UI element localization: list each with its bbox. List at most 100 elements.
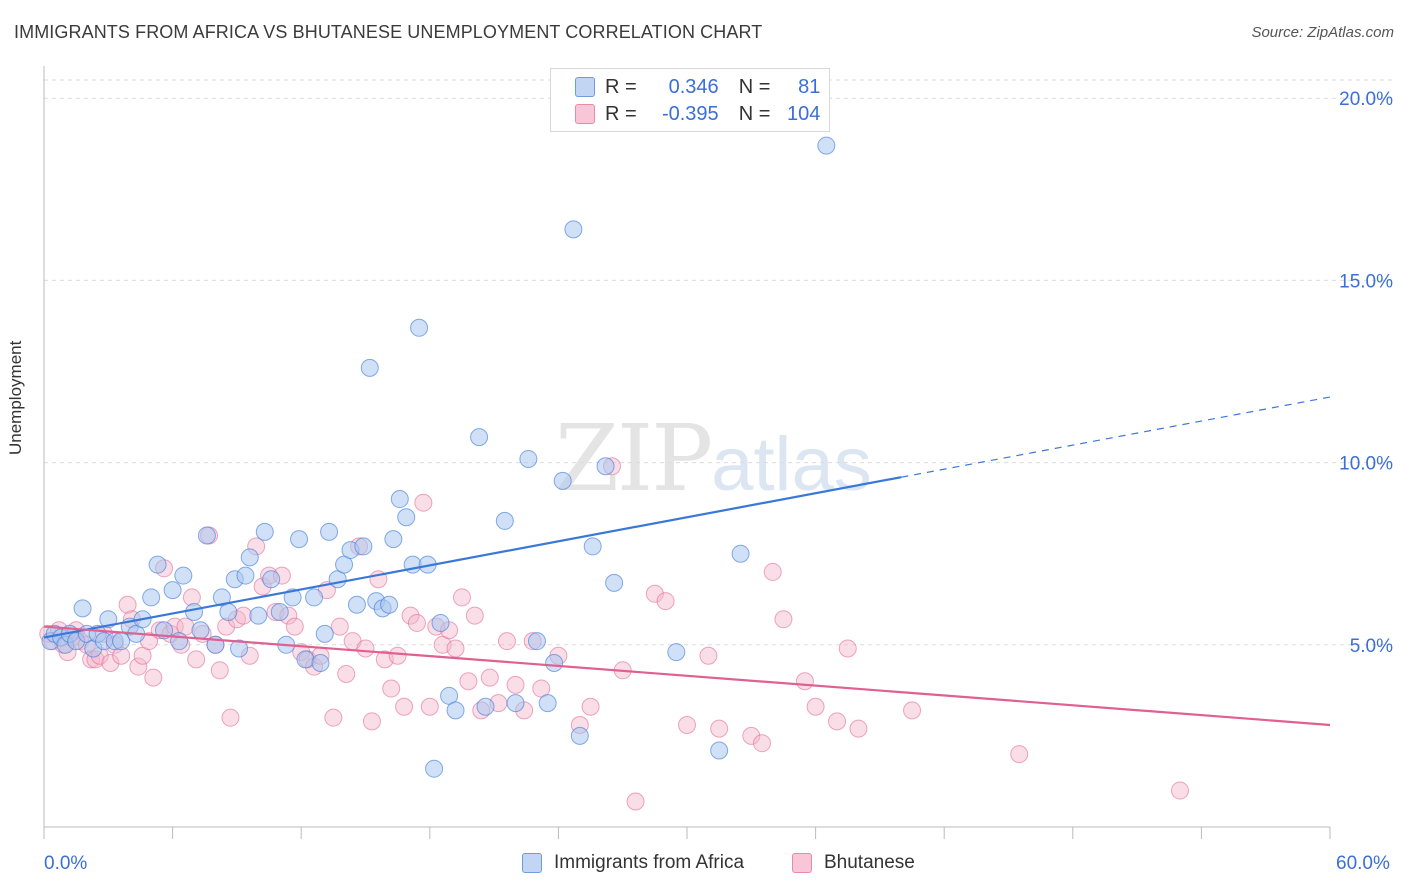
bhutanese-point [699, 646, 718, 665]
axes [43, 66, 1331, 839]
series-legend-bhutanese: Bhutanese [792, 852, 915, 874]
bhutanese-point [129, 657, 148, 676]
africa-point [731, 544, 750, 563]
bhutanese-point [742, 726, 761, 745]
africa-points [41, 136, 836, 778]
bhutanese-point [656, 592, 675, 611]
legend-row-bhutanese: R = -0.395 N = 104 [575, 102, 820, 126]
bhutanese-point [459, 672, 478, 691]
bhutanese-point [324, 708, 343, 727]
bhutanese-point [234, 606, 253, 625]
africa-point [397, 508, 416, 527]
africa-trend-extension [901, 396, 1331, 478]
bhutanese-point [210, 661, 229, 680]
africa-point [564, 220, 583, 239]
africa-point [290, 530, 309, 549]
bhutanese-point [144, 668, 163, 687]
x-tick-max: 60.0% [1336, 853, 1390, 874]
africa-point [710, 741, 729, 760]
bhutanese-point [285, 617, 304, 636]
series-swatch-bhutanese [792, 853, 812, 873]
africa-point [527, 632, 546, 651]
series-swatch-africa [522, 853, 542, 873]
series-legend: Immigrants from Africa Bhutanese [0, 852, 1406, 878]
africa-point [538, 694, 557, 713]
africa-point [305, 588, 324, 607]
bhutanese-point [356, 639, 375, 658]
bhutanese-point [330, 617, 349, 636]
africa-point [431, 613, 450, 632]
africa-point [446, 701, 465, 720]
bhutanese-point [414, 493, 433, 512]
africa-point [311, 654, 330, 673]
africa-point [476, 697, 495, 716]
bhutanese-point [497, 632, 516, 651]
y-tick-labels: 5.0% 10.0% 15.0% 20.0% [1339, 89, 1393, 657]
y-tick-label: 15.0% [1339, 271, 1393, 292]
legend-r-value-africa: 0.346 [668, 75, 719, 98]
africa-point [219, 603, 238, 622]
x-tick-min: 0.0% [44, 853, 88, 874]
bhutanese-point [838, 639, 857, 658]
africa-point [354, 537, 373, 556]
bhutanese-points [39, 457, 1189, 811]
y-tick-label: 10.0% [1339, 454, 1393, 475]
bhutanese-point [101, 654, 120, 673]
bhutanese-point [1170, 781, 1189, 800]
bhutanese-point [446, 639, 465, 658]
africa-point [817, 136, 836, 155]
bhutanese-point [806, 697, 825, 716]
africa-point [667, 643, 686, 662]
africa-point [296, 650, 315, 669]
africa-point [583, 537, 602, 556]
africa-point [605, 573, 624, 592]
legend-r-label: R = [605, 75, 637, 98]
africa-point [236, 566, 255, 585]
bhutanese-point [221, 708, 240, 727]
watermark-atlas: atlas [711, 422, 872, 507]
bhutanese-point [828, 712, 847, 731]
bhutanese-point [506, 675, 525, 694]
bhutanese-point [452, 588, 471, 607]
legend-row-africa: R = 0.346 N = 81 [575, 75, 820, 99]
legend-n-label: N = [738, 102, 771, 125]
y-tick-label: 20.0% [1339, 89, 1393, 110]
africa-point [347, 595, 366, 614]
bhutanese-point [849, 719, 868, 738]
legend-n-value-bhutanese: 104 [787, 102, 821, 125]
bhutanese-point [710, 719, 729, 738]
chart-title: IMMIGRANTS FROM AFRICA VS BHUTANESE UNEM… [14, 22, 763, 42]
africa-point [380, 595, 399, 614]
africa-point [163, 581, 182, 600]
africa-point [174, 566, 193, 585]
y-tick-label: 5.0% [1350, 636, 1393, 657]
africa-point [470, 428, 489, 447]
bhutanese-point [626, 792, 645, 811]
africa-point [425, 759, 444, 778]
africa-point [191, 621, 210, 640]
bhutanese-point [678, 715, 696, 734]
bhutanese-point [395, 697, 414, 716]
watermark-zip: ZIP [555, 405, 713, 512]
africa-point [283, 588, 302, 607]
bhutanese-point [465, 606, 484, 625]
bhutanese-point [763, 562, 782, 581]
africa-point [99, 610, 118, 629]
africa-point [262, 570, 281, 589]
bhutanese-point [337, 664, 356, 683]
africa-point [249, 606, 268, 625]
bhutanese-point [645, 584, 664, 603]
africa-point [320, 522, 339, 541]
correlation-legend: R = 0.346 N = 81 R = -0.395 N = 104 [550, 68, 830, 132]
legend-r-value-bhutanese: -0.395 [661, 102, 719, 125]
series-label-bhutanese: Bhutanese [824, 852, 915, 873]
legend-n-label: N = [738, 75, 771, 98]
legend-n-value-africa: 81 [798, 75, 821, 98]
africa-point [142, 588, 161, 607]
africa-point [519, 449, 538, 468]
africa-point [315, 624, 334, 643]
africa-point [185, 603, 204, 622]
africa-point [230, 639, 249, 658]
bhutanese-point [407, 613, 426, 632]
